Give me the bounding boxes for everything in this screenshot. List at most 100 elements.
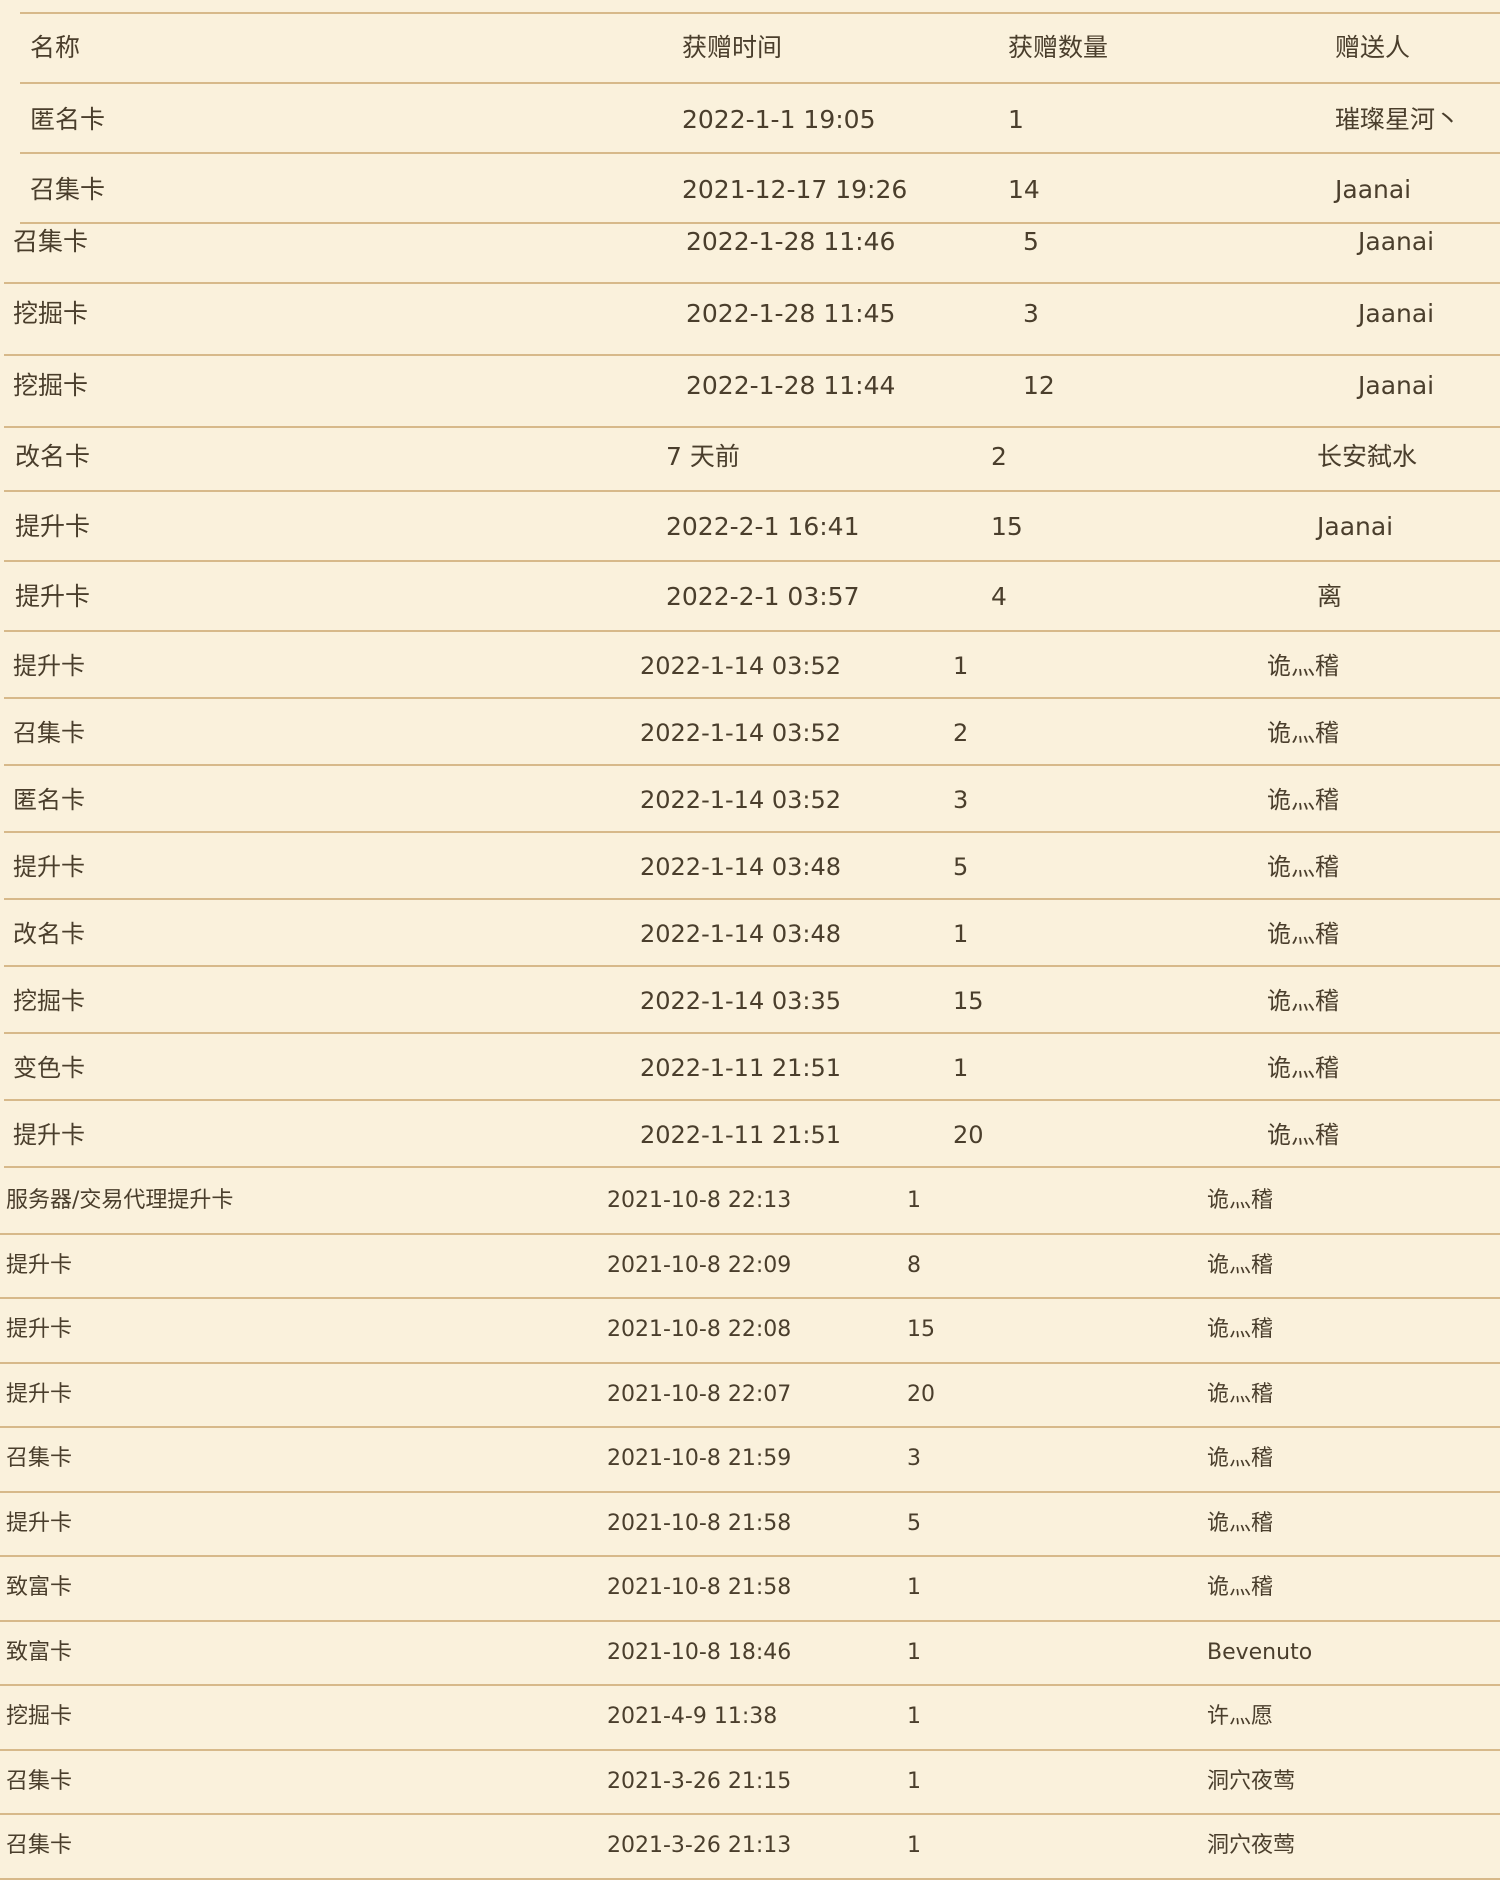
row-time: 2022-1-11 21:51 bbox=[640, 1054, 841, 1082]
row-count: 4 bbox=[991, 582, 1007, 611]
row-name: 召集卡 bbox=[13, 227, 89, 256]
row-count: 3 bbox=[953, 786, 969, 814]
table-row[interactable]: 提升卡 2022-2-1 03:57 4 离 bbox=[0, 562, 1500, 632]
row-divider bbox=[0, 1361, 1500, 1364]
row-name: 提升卡 bbox=[13, 652, 85, 680]
row-name: 改名卡 bbox=[13, 920, 85, 948]
row-time: 2021-10-8 22:13 bbox=[607, 1188, 792, 1213]
table-row[interactable]: 召集卡 2022-1-14 03:52 2 诡灬稽 bbox=[0, 699, 1500, 766]
row-time: 2022-1-1 19:05 bbox=[682, 105, 876, 134]
row-divider bbox=[20, 222, 1500, 224]
row-time: 2021-4-9 11:38 bbox=[607, 1704, 778, 1729]
table-row[interactable]: 致富卡 2021-10-8 18:46 1 Bevenuto bbox=[0, 1622, 1500, 1686]
row-sender: 诡灬稽 bbox=[1267, 1121, 1339, 1149]
row-sender: 诡灬稽 bbox=[1207, 1188, 1274, 1213]
table-row[interactable]: 匿名卡 2022-1-1 19:05 1 璀璨星河丶 bbox=[0, 84, 1500, 154]
row-sender: 诡灬稽 bbox=[1267, 652, 1339, 680]
header-divider bbox=[20, 82, 1500, 84]
table-row[interactable]: 提升卡 2022-1-14 03:48 5 诡灬稽 bbox=[0, 833, 1500, 900]
row-sender: Jaanai bbox=[1358, 371, 1435, 400]
row-divider bbox=[0, 1297, 1500, 1299]
row-time: 2021-10-8 21:59 bbox=[607, 1446, 792, 1471]
row-sender: Jaanai bbox=[1317, 512, 1394, 541]
row-divider bbox=[4, 354, 1500, 356]
row-sender: 诡灬稽 bbox=[1267, 987, 1339, 1015]
row-divider bbox=[4, 490, 1500, 492]
gift-table-segment-d: 提升卡 2022-1-14 03:52 1 诡灬稽 召集卡 2022-1-14 03:52… bbox=[0, 632, 1500, 1170]
row-time: 2021-12-17 19:26 bbox=[682, 175, 908, 204]
table-row[interactable]: 挖掘卡 2022-1-28 11:45 3 Jaanai bbox=[0, 284, 1500, 356]
row-divider bbox=[4, 426, 1500, 428]
table-row[interactable]: 提升卡 2022-2-1 16:41 15 Jaanai bbox=[0, 492, 1500, 562]
header-time: 获赠时间 bbox=[682, 33, 783, 62]
row-name: 召集卡 bbox=[13, 719, 85, 747]
row-time: 2021-10-8 22:08 bbox=[607, 1317, 792, 1342]
row-sender: 诡灬稽 bbox=[1207, 1575, 1274, 1600]
row-sender: 诡灬稽 bbox=[1267, 719, 1339, 747]
table-row[interactable]: 召集卡 2021-12-17 19:26 14 Jaanai bbox=[0, 154, 1500, 224]
row-name: 匿名卡 bbox=[13, 786, 85, 814]
table-row[interactable]: 匿名卡 2022-1-14 03:52 3 诡灬稽 bbox=[0, 766, 1500, 833]
row-divider bbox=[4, 1166, 1500, 1168]
table-row[interactable]: 召集卡 2021-10-8 21:59 3 诡灬稽 bbox=[0, 1428, 1500, 1493]
row-count: 5 bbox=[907, 1510, 921, 1536]
row-divider bbox=[0, 1426, 1500, 1428]
table-row[interactable]: 提升卡 2021-10-8 21:58 5 诡灬稽 bbox=[0, 1493, 1500, 1557]
row-count: 1 bbox=[907, 1639, 921, 1665]
table-row[interactable]: 致富卡 2021-10-8 21:58 1 诡灬稽 bbox=[0, 1557, 1500, 1622]
table-row[interactable]: 挖掘卡 2022-1-14 03:35 15 诡灬稽 bbox=[0, 967, 1500, 1034]
row-sender: 诡灬稽 bbox=[1207, 1252, 1274, 1278]
row-sender: Bevenuto bbox=[1207, 1639, 1313, 1665]
table-row[interactable]: 改名卡 7 天前 2 长安弑水 bbox=[0, 422, 1500, 492]
row-time: 2022-1-28 11:45 bbox=[686, 299, 896, 328]
table-row[interactable]: 提升卡 2021-10-8 22:09 8 诡灬稽 bbox=[0, 1235, 1500, 1299]
table-row[interactable]: 提升卡 2022-1-11 21:51 20 诡灬稽 bbox=[0, 1101, 1500, 1168]
row-name: 提升卡 bbox=[15, 512, 91, 541]
row-name: 提升卡 bbox=[6, 1252, 73, 1278]
row-count: 1 bbox=[907, 1704, 921, 1729]
row-divider bbox=[0, 1748, 1500, 1751]
row-sender: 诡灬稽 bbox=[1207, 1446, 1274, 1471]
row-count: 1 bbox=[953, 652, 969, 680]
table-row[interactable]: 召集卡 2021-3-26 21:15 1 洞穴夜莺 bbox=[0, 1751, 1500, 1815]
row-count: 1 bbox=[907, 1833, 921, 1858]
row-divider bbox=[4, 831, 1500, 833]
row-divider bbox=[4, 965, 1500, 967]
row-sender: 洞穴夜莺 bbox=[1207, 1833, 1296, 1858]
table-row[interactable]: 召集卡 2021-3-26 21:13 1 洞穴夜莺 bbox=[0, 1815, 1500, 1880]
header-count: 获赠数量 bbox=[1008, 33, 1109, 62]
row-count: 14 bbox=[1008, 175, 1040, 204]
table-row[interactable]: 提升卡 2022-1-14 03:52 1 诡灬稽 bbox=[0, 632, 1500, 699]
table-row[interactable]: 召集卡 2022-1-28 11:46 5 Jaanai bbox=[0, 212, 1500, 284]
row-sender: 璀璨星河丶 bbox=[1335, 105, 1461, 134]
row-count: 1 bbox=[907, 1768, 921, 1794]
row-divider bbox=[4, 630, 1500, 632]
row-divider bbox=[0, 1490, 1500, 1493]
row-count: 2 bbox=[991, 442, 1007, 471]
row-time: 2022-1-28 11:44 bbox=[686, 371, 896, 400]
row-divider bbox=[4, 1032, 1500, 1034]
table-row[interactable]: 服务器/交易代理提升卡 2021-10-8 22:13 1 诡灬稽 bbox=[0, 1170, 1500, 1235]
table-row[interactable]: 提升卡 2021-10-8 22:08 15 诡灬稽 bbox=[0, 1299, 1500, 1364]
row-sender: 诡灬稽 bbox=[1267, 853, 1339, 881]
row-sender: Jaanai bbox=[1335, 175, 1412, 204]
row-count: 15 bbox=[907, 1317, 935, 1342]
row-divider bbox=[0, 1684, 1500, 1686]
table-row[interactable]: 提升卡 2021-10-8 22:07 20 诡灬稽 bbox=[0, 1364, 1500, 1428]
table-row[interactable]: 挖掘卡 2021-4-9 11:38 1 许灬愿 bbox=[0, 1686, 1500, 1751]
row-divider bbox=[4, 697, 1500, 699]
table-row[interactable]: 挖掘卡 2022-1-28 11:44 12 Jaanai bbox=[0, 356, 1500, 428]
row-sender: Jaanai bbox=[1358, 227, 1435, 256]
header-sender: 赠送人 bbox=[1335, 33, 1411, 62]
gift-table-segment-b: 召集卡 2022-1-28 11:46 5 Jaanai 挖掘卡 2022-1-28 11… bbox=[0, 212, 1500, 428]
table-row[interactable]: 变色卡 2022-1-11 21:51 1 诡灬稽 bbox=[0, 1034, 1500, 1101]
row-name: 提升卡 bbox=[13, 1121, 85, 1149]
row-divider bbox=[4, 282, 1500, 284]
gift-table-segment-a: 名称 获赠时间 获赠数量 赠送人 匿名卡 2022-1-1 19:05 1 璀璨星河丶… bbox=[0, 0, 1500, 226]
table-row[interactable]: 改名卡 2022-1-14 03:48 1 诡灬稽 bbox=[0, 900, 1500, 967]
row-name: 挖掘卡 bbox=[13, 987, 85, 1015]
row-name: 致富卡 bbox=[6, 1575, 73, 1600]
row-name: 服务器/交易代理提升卡 bbox=[6, 1188, 234, 1213]
row-divider bbox=[0, 1232, 1500, 1235]
row-sender: 诡灬稽 bbox=[1207, 1317, 1274, 1342]
